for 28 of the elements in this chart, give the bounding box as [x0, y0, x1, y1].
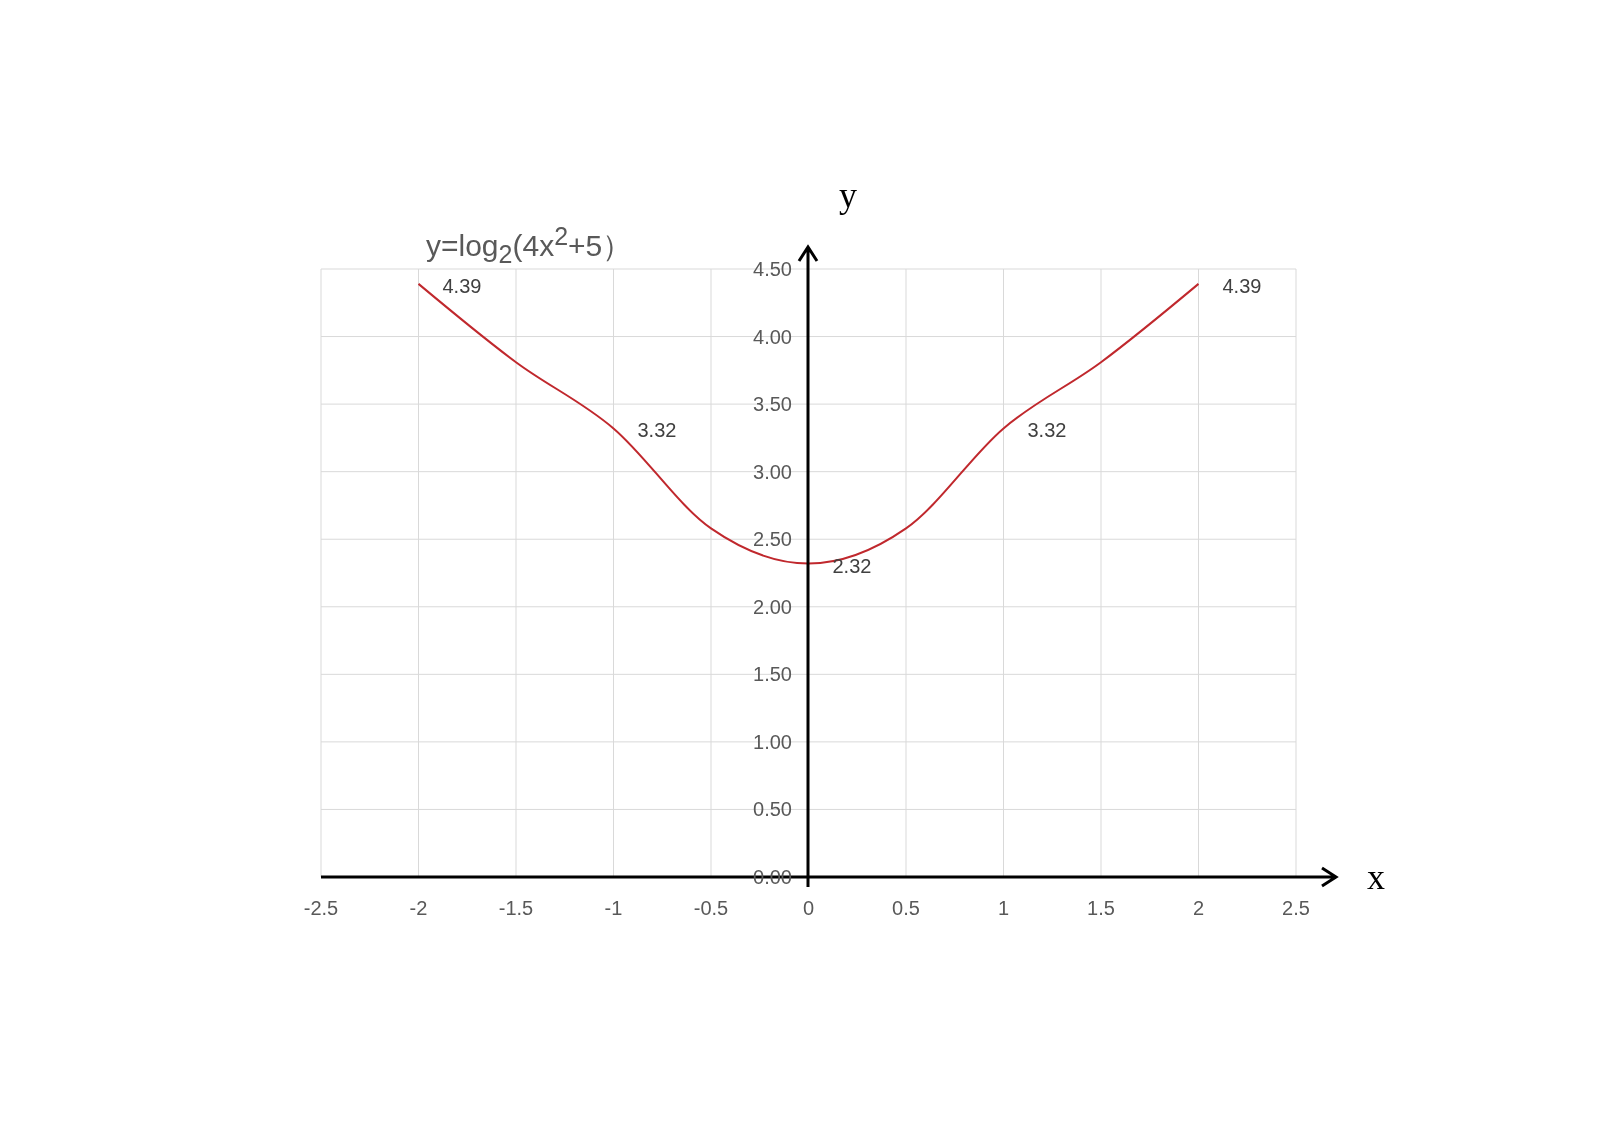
- x-tick-label: -0.5: [693, 897, 729, 920]
- x-tick-label: -1.5: [498, 897, 534, 920]
- x-tick-label: 0.5: [892, 897, 920, 920]
- y-tick-label: 3.00: [753, 460, 792, 483]
- y-axis-title: y: [839, 175, 857, 215]
- y-tick-label: 2.00: [753, 595, 792, 618]
- y-tick-label: 4.00: [753, 325, 792, 348]
- chart-title: y=log$_{2}$(4x$^{2}$+5）: [426, 222, 633, 269]
- x-tick-label: 2.5: [1282, 897, 1310, 920]
- x-tick-label: -2: [409, 897, 428, 920]
- y-tick-label: 1.50: [753, 663, 792, 686]
- data-label: 4.39: [442, 274, 482, 297]
- y-tick-label: 0.50: [753, 798, 792, 821]
- x-tick-label: 2: [1192, 897, 1205, 920]
- x-axis-title: x: [1367, 857, 1385, 897]
- y-tick-label: 1.00: [753, 730, 792, 753]
- x-tick-label: 0: [802, 897, 815, 920]
- x-tick-label: 1: [997, 897, 1010, 920]
- data-label: 2.32: [832, 554, 872, 577]
- data-label: 3.32: [1027, 419, 1067, 442]
- y-tick-label: 2.50: [753, 528, 792, 551]
- y-tick-label: 4.50: [753, 258, 792, 280]
- data-label: 3.32: [637, 419, 677, 442]
- x-tick-label: -1: [604, 897, 623, 920]
- x-tick-label: 1.5: [1087, 897, 1115, 920]
- x-tick-label: -2.5: [303, 897, 339, 920]
- data-label: 4.39: [1222, 274, 1262, 297]
- y-tick-label: 3.50: [753, 393, 792, 416]
